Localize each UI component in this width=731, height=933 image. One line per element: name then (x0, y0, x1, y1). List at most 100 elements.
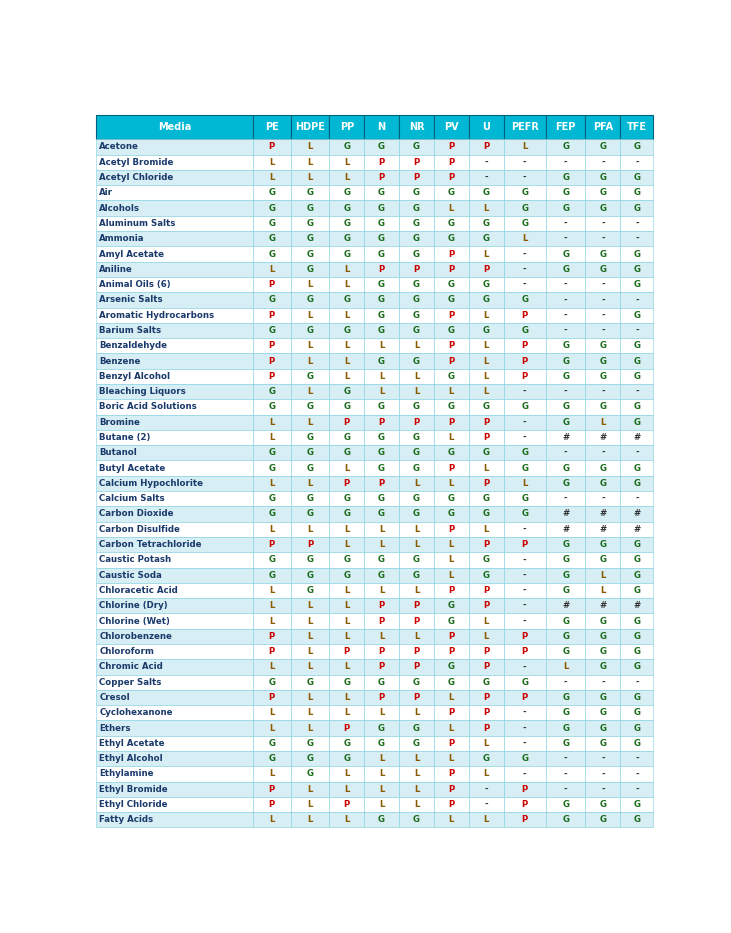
Text: P: P (448, 770, 455, 778)
Text: P: P (448, 249, 455, 258)
Text: G: G (482, 402, 490, 411)
Bar (586, 246, 621, 261)
Text: G: G (378, 433, 385, 442)
Text: G: G (378, 555, 385, 564)
Text: G: G (633, 586, 640, 595)
Bar (504, 675, 546, 689)
Text: P: P (448, 158, 455, 167)
Bar (253, 491, 291, 507)
Text: G: G (599, 540, 606, 550)
Bar (291, 354, 330, 369)
Text: G: G (448, 280, 455, 289)
Text: G: G (307, 754, 314, 763)
Bar (291, 797, 330, 813)
Bar (546, 552, 586, 567)
Bar (399, 675, 434, 689)
Text: -: - (601, 158, 605, 167)
Bar (504, 491, 546, 507)
Bar (253, 430, 291, 445)
Text: L: L (522, 234, 528, 244)
Text: L: L (308, 708, 313, 717)
Bar (253, 246, 291, 261)
Text: G: G (562, 739, 569, 748)
Text: G: G (268, 754, 276, 763)
Text: P: P (448, 341, 455, 350)
Bar (330, 369, 364, 384)
Bar (330, 445, 364, 461)
Bar (96, 813, 253, 828)
Text: G: G (307, 372, 314, 381)
Bar (253, 675, 291, 689)
Text: G: G (599, 143, 606, 151)
Bar (621, 246, 654, 261)
Bar (504, 522, 546, 536)
Text: G: G (521, 296, 529, 304)
Bar (586, 720, 621, 736)
Text: L: L (522, 143, 528, 151)
Bar (253, 689, 291, 705)
Text: -: - (601, 296, 605, 304)
Text: -: - (523, 265, 526, 273)
Text: P: P (522, 801, 528, 809)
Text: L: L (414, 586, 419, 595)
Bar (434, 629, 469, 644)
Text: Carbon Disulfide: Carbon Disulfide (99, 524, 180, 534)
Bar (399, 689, 434, 705)
Text: G: G (633, 648, 640, 656)
Bar (586, 354, 621, 369)
Bar (469, 476, 504, 491)
Bar (434, 782, 469, 797)
Text: Butyl Acetate: Butyl Acetate (99, 464, 165, 473)
Text: -: - (523, 724, 526, 732)
Bar (399, 461, 434, 476)
Text: G: G (562, 571, 569, 579)
Bar (621, 216, 654, 231)
Text: L: L (414, 387, 419, 397)
Bar (399, 536, 434, 552)
Text: L: L (449, 693, 454, 702)
Text: Benzene: Benzene (99, 356, 140, 366)
Text: G: G (307, 509, 314, 519)
Text: P: P (522, 693, 528, 702)
Text: P: P (483, 693, 489, 702)
Bar (253, 384, 291, 399)
Bar (546, 536, 586, 552)
Text: -: - (564, 770, 567, 778)
Text: G: G (633, 464, 640, 473)
Text: NR: NR (409, 122, 424, 132)
Bar (621, 751, 654, 766)
Bar (621, 445, 654, 461)
Bar (330, 115, 364, 139)
Bar (546, 522, 586, 536)
Text: G: G (599, 203, 606, 213)
Bar (291, 536, 330, 552)
Bar (434, 813, 469, 828)
Bar (621, 813, 654, 828)
Bar (399, 476, 434, 491)
Text: G: G (482, 219, 490, 228)
Text: P: P (379, 601, 385, 610)
Bar (504, 201, 546, 216)
Text: L: L (269, 770, 275, 778)
Text: G: G (482, 326, 490, 335)
Bar (364, 552, 399, 567)
Bar (253, 782, 291, 797)
Bar (253, 354, 291, 369)
Bar (399, 430, 434, 445)
Bar (621, 522, 654, 536)
Text: G: G (344, 387, 350, 397)
Text: -: - (523, 586, 526, 595)
Text: G: G (344, 494, 350, 503)
Bar (469, 185, 504, 201)
Text: -: - (601, 234, 605, 244)
Bar (434, 536, 469, 552)
Bar (469, 430, 504, 445)
Text: Benzyl Alcohol: Benzyl Alcohol (99, 372, 170, 381)
Bar (96, 583, 253, 598)
Text: G: G (413, 571, 420, 579)
Bar (364, 476, 399, 491)
Text: #: # (633, 509, 640, 519)
Text: L: L (483, 249, 489, 258)
Bar (621, 399, 654, 414)
Bar (291, 613, 330, 629)
